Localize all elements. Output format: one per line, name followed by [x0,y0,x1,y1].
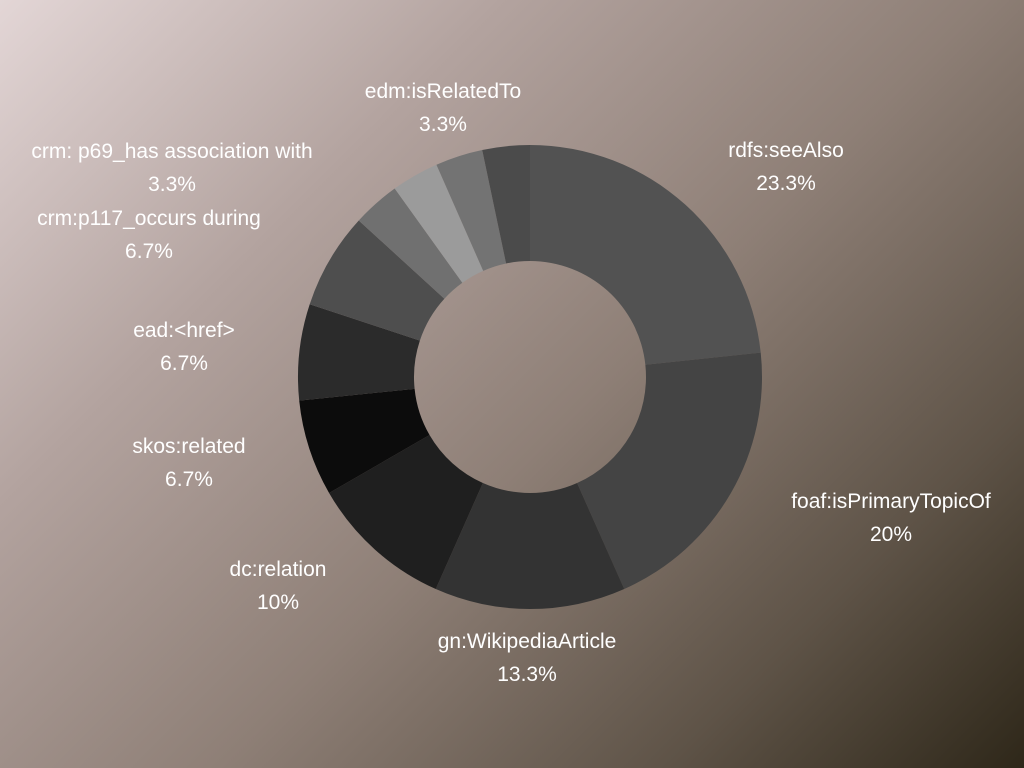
donut-slice-6 [309,220,445,341]
donut-slice-5 [298,304,420,401]
slice-value: 20% [869,523,913,546]
label-skos-related: skos:related 6.7% [132,430,245,496]
donut-slice-4 [299,388,430,493]
slice-label: crm:p117_occurs during [37,207,261,230]
slice-value: 6.7% [160,352,208,375]
label-foaf-isprimarytopicof: foaf:isPrimaryTopicOf 20% [791,485,991,551]
slice-value: 3.3% [148,173,196,196]
donut-slice-0 [530,145,761,365]
donut-slice-9 [436,149,507,271]
donut-slice-10 [482,145,530,264]
slice-label: gn:WikipediaArticle [437,630,617,653]
slice-label: crm: p69_has association with [31,140,313,163]
label-dc-relation: dc:relation 10% [230,553,327,619]
donut-slice-8 [394,164,484,283]
slice-label: rdfs:seeAlso [728,139,844,162]
donut-slice-7 [358,188,463,299]
slice-value: 13.3% [497,663,557,686]
slice-label: dc:relation [229,558,327,581]
slice-value: 10% [256,591,300,614]
slice-label: skos:related [132,435,246,458]
donut-slice-1 [577,352,762,590]
label-crm-p69: crm: p69_has association with 3.3% [31,135,312,201]
donut-slice-3 [329,435,483,590]
slice-value: 6.7% [125,240,173,263]
slice-value: 23.3% [756,172,816,195]
slice-label: edm:isRelatedTo [364,80,522,103]
label-crm-p117: crm:p117_occurs during 6.7% [37,202,261,268]
label-edm-isrelatedto: edm:isRelatedTo 3.3% [365,75,521,141]
slice-value: 3.3% [419,113,467,136]
label-gn-wikipediaarticle: gn:WikipediaArticle 13.3% [438,625,617,691]
slice-value: 6.7% [165,468,213,491]
label-rdfs-seealso: rdfs:seeAlso 23.3% [728,134,844,200]
slice-label: foaf:isPrimaryTopicOf [791,490,991,513]
label-ead-href: ead:<href> 6.7% [133,314,235,380]
donut-slice-2 [435,483,625,609]
slice-label: ead:<href> [133,319,235,342]
